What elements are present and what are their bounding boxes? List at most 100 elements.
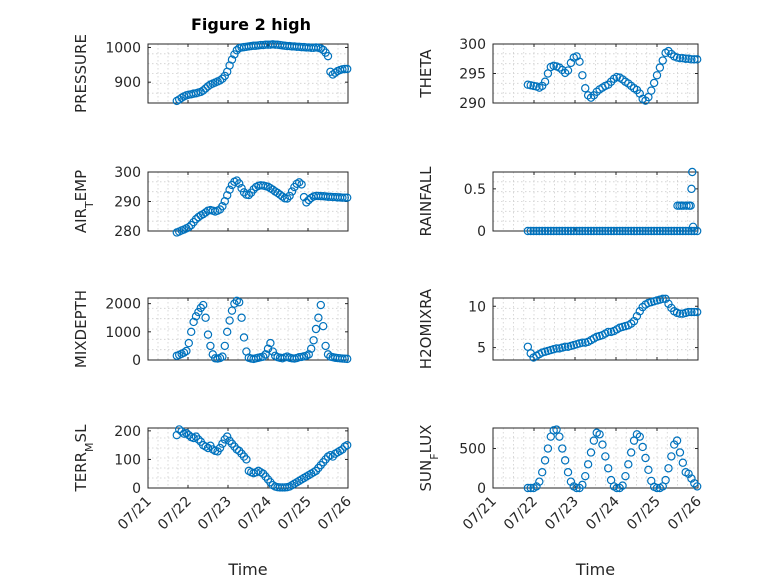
y-axis-label: RAINFALL [417, 166, 435, 237]
data-point [222, 432, 232, 441]
y-axis-label: PRESSURE [72, 34, 90, 113]
x-tick-label: 07/25 [624, 494, 664, 534]
data-point [316, 300, 325, 310]
x-tick-label: 07/24 [235, 493, 275, 533]
data-point [560, 456, 570, 465]
data-point [297, 180, 306, 189]
data-point [268, 347, 277, 356]
data-point [184, 338, 193, 348]
y-tick-label: 200 [114, 424, 141, 440]
data-point [563, 66, 573, 75]
data-point [532, 226, 541, 236]
data-point [220, 341, 229, 351]
y-tick-label: 900 [114, 75, 141, 91]
data-point [302, 198, 311, 207]
data-point [629, 226, 639, 236]
data-point [343, 440, 352, 450]
x-tick-label: 07/23 [195, 494, 235, 534]
data-point [581, 226, 590, 236]
data-point [581, 84, 590, 93]
data-point [686, 201, 695, 210]
data-point [343, 64, 352, 74]
x-tick-label: 07/26 [665, 493, 705, 533]
data-point [672, 436, 682, 445]
data-point [687, 184, 696, 194]
data-point [675, 53, 685, 63]
data-point [675, 309, 685, 318]
data-point [222, 327, 232, 337]
axes-box [147, 427, 349, 489]
data-point [555, 432, 564, 441]
data-point [655, 226, 665, 236]
data-point [338, 193, 347, 202]
data-point [529, 226, 538, 236]
data-point [652, 71, 662, 80]
data-point [191, 312, 201, 321]
data-point [526, 483, 535, 493]
y-tick-label: 1000 [105, 325, 141, 341]
data-point [684, 307, 693, 317]
data-point [560, 226, 570, 236]
data-point [618, 481, 627, 490]
y-tick-label: 0.5 [464, 182, 486, 198]
data-point [649, 226, 659, 236]
data-point [266, 338, 275, 348]
data-point [644, 226, 653, 236]
data-point [583, 226, 593, 236]
data-point [652, 483, 662, 493]
y-tick-label: 5 [477, 341, 486, 357]
x-tick-label: 07/26 [315, 493, 355, 533]
data-point [259, 352, 268, 361]
data-point [234, 179, 244, 188]
data-point [242, 455, 251, 464]
data-point [230, 50, 239, 59]
data-point [295, 178, 304, 187]
y-tick-label: 300 [114, 165, 141, 181]
x-axis-label: Time [575, 560, 615, 579]
data-point [652, 226, 662, 236]
data-point [540, 226, 550, 236]
data-point [340, 354, 349, 363]
subplot-4: 0 0.5 RAINFALL [417, 166, 702, 240]
data-point [283, 194, 292, 203]
data-point [675, 448, 685, 457]
data-point [543, 444, 553, 453]
data-point [555, 226, 564, 236]
data-point [523, 226, 533, 236]
data-point [635, 226, 644, 236]
y-tick-label: 0 [132, 353, 141, 369]
data-point [569, 226, 578, 236]
data-point [621, 226, 630, 236]
y-axis-label: SUNFLUX [417, 425, 441, 492]
y-tick-label: 295 [459, 67, 486, 83]
data-point [589, 226, 599, 236]
data-point [538, 468, 547, 477]
data-point [523, 483, 533, 493]
data-point [220, 71, 229, 81]
data-point [203, 82, 213, 91]
data-point [552, 226, 561, 236]
data-point [563, 468, 573, 477]
data-point [647, 226, 656, 236]
data-point [626, 448, 636, 457]
data-point [215, 443, 225, 453]
data-point [661, 475, 670, 485]
data-point [230, 299, 239, 308]
data-point [626, 226, 636, 236]
data-point [540, 77, 550, 86]
data-point [215, 76, 225, 85]
data-point [687, 55, 696, 64]
data-point [664, 226, 673, 236]
y-tick-label: 0 [477, 481, 486, 497]
subplot-2: 290 295 300 THETA [417, 37, 702, 112]
data-point [196, 303, 205, 313]
data-point [319, 45, 328, 55]
data-point [232, 46, 241, 55]
data-point [601, 452, 610, 461]
data-point [578, 226, 587, 236]
y-tick-label: 0 [132, 481, 141, 497]
data-point [218, 74, 227, 83]
x-tick-label: 07/23 [542, 494, 582, 534]
y-tick-label: 2000 [105, 297, 141, 313]
data-point [688, 222, 698, 231]
